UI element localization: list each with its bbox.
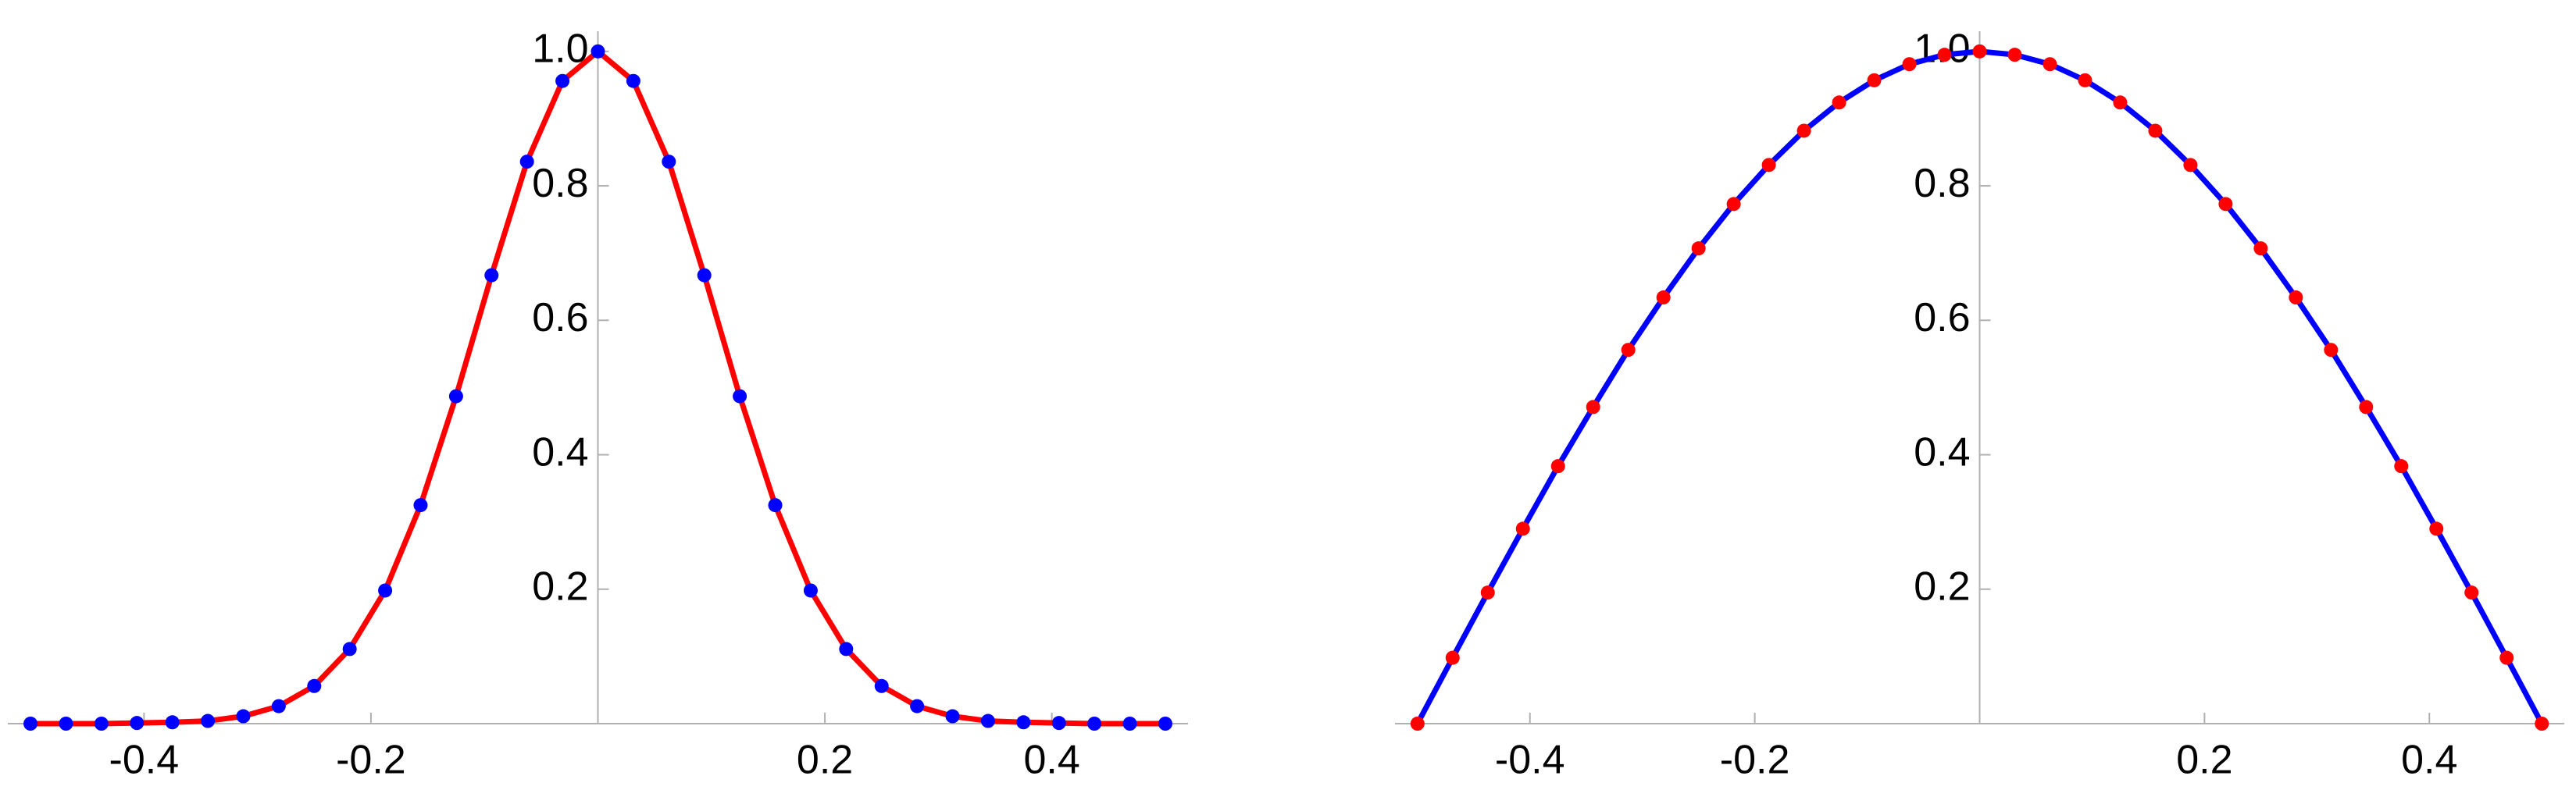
data-point bbox=[1867, 73, 1882, 87]
data-point bbox=[910, 699, 925, 713]
data-point bbox=[271, 699, 286, 713]
data-point bbox=[1550, 459, 1565, 474]
data-point bbox=[555, 73, 570, 88]
y-tick-label: 0.4 bbox=[532, 429, 588, 475]
data-point bbox=[697, 268, 712, 283]
data-point bbox=[803, 583, 818, 598]
data-point bbox=[201, 713, 216, 728]
data-point bbox=[2464, 585, 2479, 600]
y-tick-label: 0.6 bbox=[532, 295, 588, 340]
x-tick-label: -0.4 bbox=[1495, 738, 1565, 783]
x-tick-label: 0.2 bbox=[2176, 738, 2232, 783]
data-point bbox=[2113, 95, 2128, 110]
data-point bbox=[1122, 717, 1137, 731]
data-point bbox=[342, 642, 357, 657]
data-point bbox=[1158, 717, 1172, 731]
data-point bbox=[1410, 717, 1425, 731]
data-point bbox=[2499, 650, 2514, 665]
data-point bbox=[484, 268, 499, 283]
data-point bbox=[1761, 158, 1776, 173]
data-point bbox=[1726, 197, 1741, 212]
data-point bbox=[1621, 343, 1636, 358]
y-tick-label: 0.8 bbox=[532, 161, 588, 206]
data-point bbox=[23, 717, 38, 731]
data-point bbox=[378, 583, 393, 598]
data-point bbox=[2218, 197, 2233, 212]
x-tick-label: -0.2 bbox=[336, 738, 406, 783]
data-point bbox=[768, 498, 783, 513]
data-point bbox=[59, 717, 73, 731]
data-point bbox=[2429, 521, 2444, 536]
x-tick-label: 0.2 bbox=[797, 738, 853, 783]
y-tick-label: 0.2 bbox=[1914, 564, 1970, 610]
data-point bbox=[1902, 57, 1917, 72]
data-point bbox=[2324, 343, 2339, 358]
data-point bbox=[1937, 48, 1952, 62]
data-point bbox=[1016, 715, 1031, 730]
data-point bbox=[1515, 521, 1530, 536]
data-point bbox=[165, 715, 180, 730]
data-point bbox=[1691, 241, 1706, 256]
data-point bbox=[1972, 44, 1987, 59]
y-tick-label: 0.4 bbox=[1914, 429, 1970, 475]
x-tick-label: -0.4 bbox=[109, 738, 180, 783]
data-point bbox=[1087, 717, 1102, 731]
data-point bbox=[413, 498, 428, 513]
x-tick-label: 0.4 bbox=[2401, 738, 2457, 783]
data-point bbox=[662, 155, 676, 169]
data-point bbox=[1656, 290, 1671, 305]
x-tick-label: -0.2 bbox=[1720, 738, 1790, 783]
data-point bbox=[1051, 716, 1066, 731]
data-point bbox=[1586, 400, 1600, 415]
data-point bbox=[2183, 158, 2198, 173]
data-point bbox=[2359, 400, 2374, 415]
data-point bbox=[2289, 290, 2303, 305]
x-tick-label: 0.4 bbox=[1024, 738, 1080, 783]
data-point bbox=[2043, 57, 2057, 72]
data-point bbox=[130, 716, 144, 731]
data-point bbox=[236, 709, 251, 724]
data-point bbox=[626, 73, 640, 88]
data-point bbox=[448, 389, 463, 404]
data-point bbox=[980, 713, 995, 728]
data-point bbox=[2394, 459, 2409, 474]
data-point bbox=[1796, 123, 1811, 138]
data-point bbox=[519, 155, 534, 169]
data-point bbox=[1832, 95, 1846, 110]
y-tick-label: 0.6 bbox=[1914, 295, 1970, 340]
data-point bbox=[874, 678, 889, 693]
data-point bbox=[2007, 48, 2022, 62]
y-tick-label: 0.8 bbox=[1914, 161, 1970, 206]
data-point bbox=[307, 678, 322, 693]
data-point bbox=[839, 642, 854, 657]
data-point bbox=[94, 717, 109, 731]
data-point bbox=[945, 709, 960, 724]
data-point bbox=[733, 389, 747, 404]
data-point bbox=[2535, 717, 2549, 731]
y-tick-label: 0.2 bbox=[532, 564, 588, 610]
data-point bbox=[1480, 585, 1495, 600]
data-point bbox=[1445, 650, 1460, 665]
data-point bbox=[2253, 241, 2268, 256]
data-point bbox=[2148, 123, 2163, 138]
data-point bbox=[590, 44, 605, 59]
data-point bbox=[2078, 73, 2093, 87]
